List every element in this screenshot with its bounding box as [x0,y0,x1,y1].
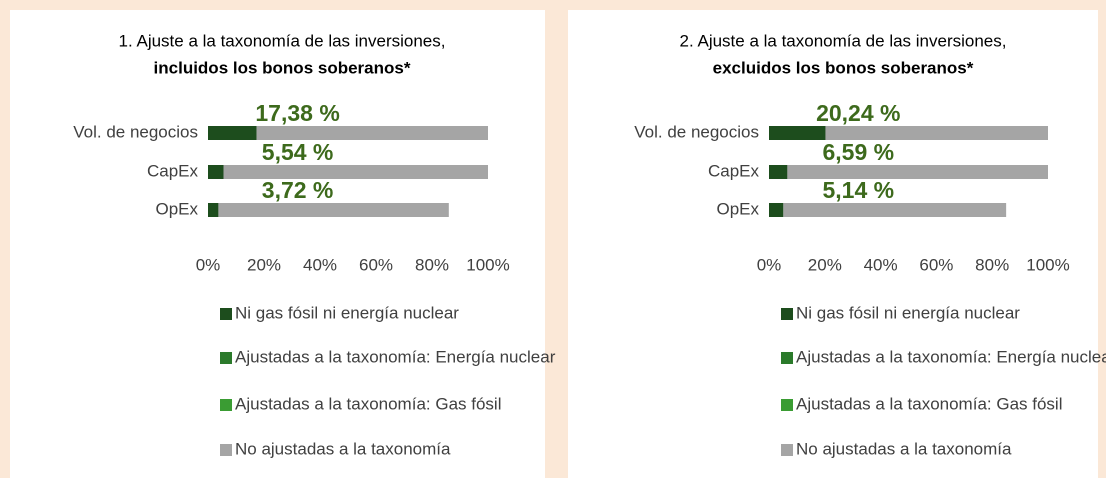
legend-label: Ni gas fósil ni energía nuclear [796,303,1020,322]
panel [568,10,1098,478]
legend-label: Ajustadas a la taxonomía: Gas fósil [235,394,501,413]
x-tick-label: 60% [919,255,953,274]
bar-segment [256,126,488,140]
legend-label: No ajustadas a la taxonomía [796,439,1012,458]
x-tick-label: 100% [1026,255,1069,274]
y-tick-label: CapEx [708,161,760,180]
y-tick-label: Vol. de negocios [73,122,198,141]
x-tick-label: 60% [359,255,393,274]
y-tick-label: OpEx [155,199,198,218]
legend-swatch [781,399,793,411]
x-tick-label: 0% [196,255,221,274]
bar-segment [208,165,224,179]
panel [10,10,545,478]
legend-swatch [781,308,793,320]
y-tick-label: CapEx [147,161,199,180]
x-tick-label: 40% [303,255,337,274]
bar-segment [769,165,788,179]
bar-segment [783,203,1007,217]
value-label: 20,24 % [816,100,900,126]
x-tick-label: 80% [975,255,1009,274]
value-label: 6,59 % [822,139,894,165]
x-tick-label: 0% [757,255,782,274]
legend-label: Ajustadas a la taxonomía: Energía nuclea… [235,347,556,366]
legend-label: Ajustadas a la taxonomía: Gas fósil [796,394,1062,413]
legend-swatch [220,352,232,364]
value-label: 5,14 % [822,177,894,203]
legend-swatch [781,352,793,364]
bar-segment [223,165,488,179]
x-tick-label: 100% [466,255,509,274]
x-tick-label: 80% [415,255,449,274]
x-tick-label: 20% [247,255,281,274]
legend-label: Ni gas fósil ni energía nuclear [235,303,459,322]
y-tick-label: OpEx [716,199,759,218]
chart-subtitle: incluidos los bonos soberanos* [154,58,411,77]
chart-title: 1. Ajuste a la taxonomía de las inversio… [119,31,446,50]
chart-title: 2. Ajuste a la taxonomía de las inversio… [680,31,1007,50]
bar-segment [208,203,219,217]
legend-label: Ajustadas a la taxonomía: Energía nuclea… [796,347,1106,366]
bar-segment [769,203,784,217]
value-label: 17,38 % [255,100,339,126]
legend-swatch [781,444,793,456]
value-label: 3,72 % [262,177,334,203]
bar-segment [218,203,449,217]
bar-segment [208,126,257,140]
x-tick-label: 20% [808,255,842,274]
x-tick-label: 40% [864,255,898,274]
legend-label: No ajustadas a la taxonomía [235,439,451,458]
bar-segment [825,126,1048,140]
legend-swatch [220,444,232,456]
chart-subtitle: excluidos los bonos soberanos* [713,58,974,77]
y-tick-label: Vol. de negocios [634,122,759,141]
value-label: 5,54 % [262,139,334,165]
bar-segment [787,165,1048,179]
legend-swatch [220,308,232,320]
bar-segment [769,126,826,140]
legend-swatch [220,399,232,411]
